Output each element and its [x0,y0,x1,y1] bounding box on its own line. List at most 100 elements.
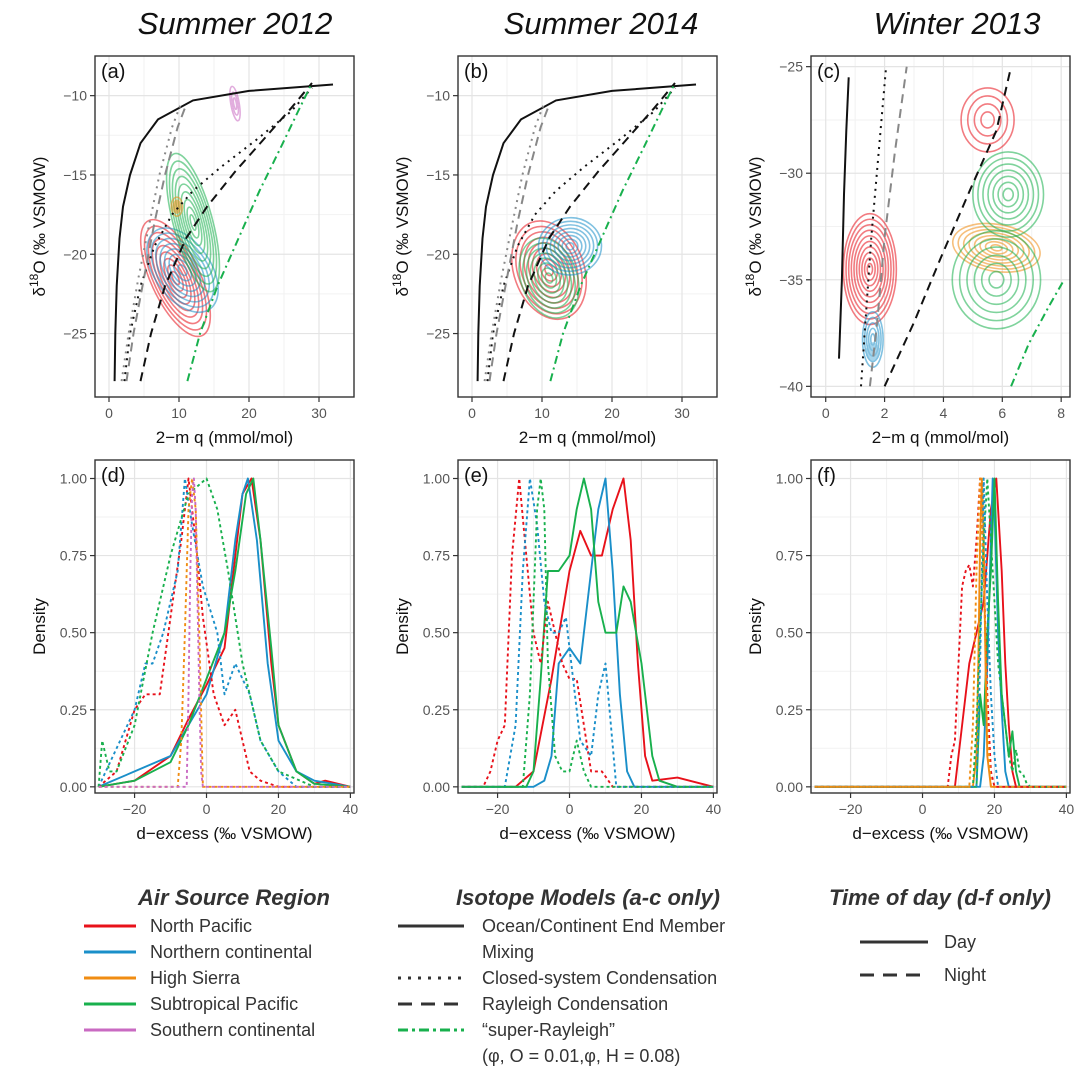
y-tick-label: −40 [779,378,803,394]
axes: 0 10 20 30 −10 −15 −20 −25 2−m q (mmol/mol) δ18O … [27,88,327,447]
y-tick-label: 0.50 [423,625,450,641]
x-tick-label: 0 [105,405,113,421]
axes: 0 2 4 6 8 −25 −30 −35 −40 2−m q (mmol/mol) δ18O (‰… [743,59,1065,447]
contour-ring [561,238,579,255]
y-tick-label: 0.50 [776,625,803,641]
panel-border [94,55,355,398]
panel-e: −20 0 20 40 0.00 0.25 0.50 0.75 1.00 d−excess (‰ … [393,459,721,843]
contour-ring [972,151,1045,238]
contour-ring [189,214,197,232]
legend-label-dashed: Rayleigh Condensation [482,994,668,1014]
y-tick-label: −10 [426,88,450,104]
density-line-north-pacific-night [97,477,351,788]
contour-ring [159,242,206,298]
y-tick-label: 0.50 [60,625,87,641]
contour-ring [163,248,202,292]
x-tick-label: 8 [1057,405,1065,421]
legend-time-of-day: Time of day (d-f only) Day Night [829,885,1051,985]
contour-ring [987,169,1030,220]
model-curve-dotted [486,87,676,382]
y-tick-label: 0.75 [60,548,87,564]
density-line-northern-continental-day [98,477,351,788]
density-line-southern-continental-night [98,477,351,788]
plot-area [97,477,351,788]
axes: −20 0 20 40 0.00 0.25 0.50 0.75 1.00 d−excess (‰ … [30,471,358,844]
contour-ring [980,111,996,129]
contour-ring [545,224,595,269]
model-curve-dashdot [549,82,676,382]
plot-area [461,477,714,788]
contour-ring [1002,187,1015,202]
x-tick-label: 0 [468,405,476,421]
y-tick-label: −15 [426,167,450,183]
density-line-northern-continental-night [814,477,1067,788]
contour-ring [853,235,887,304]
contour-ring [168,160,218,285]
x-tick-label: 30 [311,405,327,421]
legend-title: Time of day (d-f only) [829,885,1051,910]
plot-area [476,82,697,382]
density-contour-north-pacific [139,218,212,338]
x-tick-label: 40 [343,801,359,817]
contour-ring [863,257,876,282]
panel-letter: (b) [464,61,488,83]
y-tick-label: −10 [63,88,87,104]
contour-ring [544,272,554,284]
model-curve-dotted [123,87,313,382]
contour-ring [980,262,1012,297]
legend-label-dashdot: “super-Rayleigh” [482,1020,615,1040]
x-tick-label: −20 [839,801,863,817]
y-axis-label: Density [746,598,765,655]
y-axis-label: δ18O (‰ VSMOW) [743,157,765,297]
contour-ring [150,232,215,308]
x-tick-label: 10 [171,405,187,421]
x-tick-label: 2 [881,405,889,421]
contour-ring [951,229,1042,330]
contour-ring [518,237,580,319]
y-axis-label: δ18O (‰ VSMOW) [27,157,49,297]
panel-border [810,459,1071,794]
x-tick-label: 0 [203,801,211,817]
legend-label-night: Night [944,965,986,985]
x-tick-label: 20 [604,405,620,421]
panel-a: 0 10 20 30 −10 −15 −20 −25 2−m q (mmol/mol) δ18O … [27,55,355,447]
contour-ring [992,175,1025,214]
contour-ring [867,327,878,352]
plot-area [113,82,334,382]
axes: 0 10 20 30 −10 −15 −20 −25 2−m q (mmol/mol) δ18O … [390,88,690,447]
plot-area [814,477,1067,788]
contour-ring [966,246,1027,314]
y-tick-label: −20 [63,246,87,262]
gridlines [95,460,354,793]
x-axis-label: d−excess (‰ VSMOW) [499,824,675,843]
y-tick-label: 1.00 [60,471,87,487]
legend-label-solid: Ocean/Continent End Member [482,916,725,936]
plot-background [458,460,717,793]
density-contour-southern-continental [229,85,241,122]
y-tick-label: 0.00 [776,779,803,795]
contour-ring [557,234,583,258]
y-axis-label: Density [393,598,412,655]
contour-ring [170,196,184,217]
legend-label-northern-continental: Northern continental [150,942,312,962]
contour-ring [177,264,188,277]
contour-core [173,200,181,213]
panel-letter: (c) [817,61,840,83]
model-curve-dashed [139,82,313,382]
plot-background [811,460,1070,793]
density-contour-subtropical-pacific [972,151,1045,238]
contour-ring [174,175,212,270]
column-title-winter-2013: Winter 2013 [874,6,1041,41]
legend-title: Air Source Region [137,885,330,910]
contour-ring [863,316,882,363]
x-tick-label: 20 [241,405,257,421]
plot-area [838,66,1065,387]
legend-label-solid: Mixing [482,942,534,962]
contour-ring [165,152,221,293]
x-tick-label: 20 [634,801,650,817]
density-line-high-sierra-day [814,477,1067,788]
contour-ring [154,237,211,303]
density-contour-subtropical-pacific [951,229,1042,330]
column-title-summer-2012: Summer 2012 [138,6,333,41]
legend-air-source: Air Source Region North Pacific Northern c… [84,885,330,1040]
